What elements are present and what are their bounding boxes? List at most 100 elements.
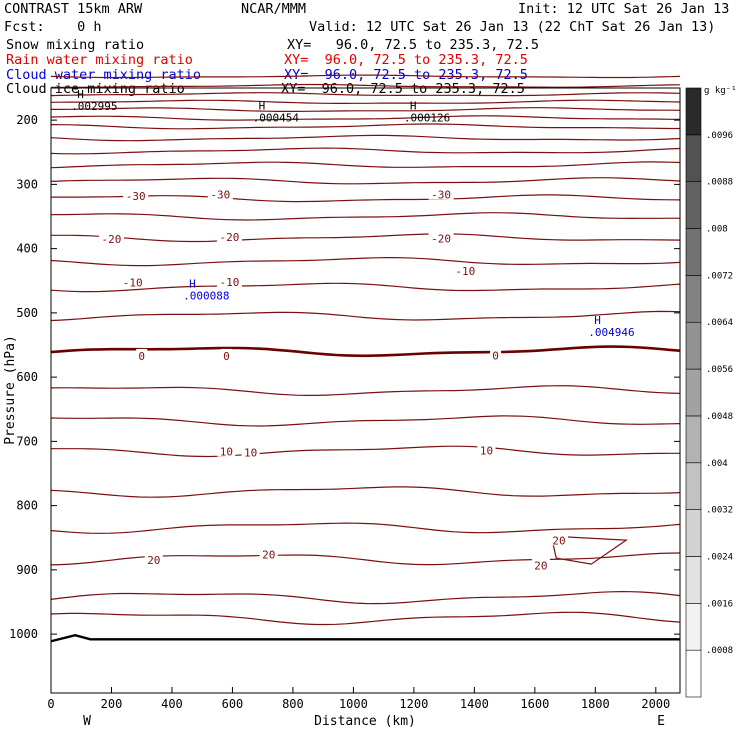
temperature-contour [51, 194, 681, 203]
colorbar-bin [685, 228, 702, 276]
x-tick-label: 0 [47, 697, 54, 711]
contour-label: -10 [455, 265, 475, 278]
x-tick-label: 1400 [460, 697, 489, 711]
field-rain-name: Rain water mixing ratio [6, 52, 193, 68]
temperature-contour [50, 590, 681, 605]
y-axis-label: Pressure (hPa) [3, 335, 18, 445]
colorbar: .0008 .0016 .0024 .0032 .004 .0048 .0056 .0064.… [685, 87, 733, 698]
contour-label-bg [216, 275, 242, 288]
contour-labels: -30 -30 -30 -20 -20 -20 -10 -10 -10 0 0 0 10 10 10 20 20… [98, 187, 569, 572]
y-tick-label: 800 [16, 499, 38, 513]
contour-label-bg [428, 187, 454, 200]
colorbar-tick-label: .008 [706, 225, 728, 235]
temperature-contour [51, 83, 681, 88]
extremum-symbol: H [189, 278, 196, 291]
y-tick-label: 700 [16, 434, 38, 448]
contour-label-bg [136, 348, 148, 361]
contour-label: -20 [219, 231, 239, 244]
colorbar-unit: g kg⁻¹ [704, 86, 737, 96]
colorbar-bin [685, 87, 702, 136]
x-tick-label: 2000 [641, 697, 670, 711]
contour-label-bg [452, 264, 478, 277]
contour-label-bg [241, 445, 260, 458]
colorbar-tick-label: .0056 [706, 365, 733, 375]
temperature-contours [50, 74, 681, 626]
field-cloudice-name: Cloud ice mixing ratio [6, 81, 185, 97]
temperature-contour [50, 611, 681, 626]
colorbar-bin [685, 649, 702, 698]
closed-contour [550, 535, 629, 565]
x-endpoint-west: W [83, 714, 91, 729]
contour-label-bg [490, 348, 502, 361]
contour-label-bg [428, 231, 454, 244]
contour-label: 20 [534, 559, 547, 572]
y-tick-label: 200 [16, 113, 38, 127]
colorbar-bin [685, 321, 702, 370]
temperature-contour [50, 385, 681, 396]
temperature-contour [50, 177, 681, 185]
extremum-value: .000088 [183, 290, 229, 303]
header-init-time: Init: 12 UTC Sat 26 Jan 13 [518, 1, 730, 17]
contour-label-bg [120, 275, 146, 288]
contour-label: 10 [220, 446, 233, 459]
header-valid-time: Valid: 12 UTC Sat 26 Jan 13 (22 ChT Sat … [309, 19, 716, 35]
colorbar-bin [685, 415, 702, 464]
contour-label: 0 [492, 349, 499, 362]
contour-label: 10 [244, 446, 257, 459]
y-tick-label: 500 [16, 306, 38, 320]
temperature-contour [50, 115, 681, 121]
colorbar-tick-label: .0032 [706, 506, 733, 516]
y-tick-label: 300 [16, 177, 38, 191]
x-tick-label: 800 [282, 697, 304, 711]
x-tick-label: 200 [101, 697, 123, 711]
y-tick-label: 600 [16, 370, 38, 384]
temperature-contour [50, 522, 681, 534]
temperature-contour [50, 212, 681, 221]
contour-label-bg [477, 443, 496, 456]
colorbar-tick-label: .0024 [706, 552, 733, 562]
extremum-value: .000126 [404, 112, 450, 125]
temperature-contour [50, 134, 681, 142]
x-tick-label: 1200 [399, 697, 428, 711]
colorbar-tick-label: .0048 [706, 412, 733, 422]
contour-label: 10 [480, 444, 493, 457]
contour-label: -30 [126, 190, 146, 203]
header-institution: NCAR/MMM [241, 1, 307, 17]
x-tick-label: 1800 [581, 697, 610, 711]
contour-label-bg [144, 553, 163, 566]
contour-label: -20 [102, 233, 122, 246]
contour-label: -30 [210, 189, 230, 202]
contour-label-bg [531, 558, 550, 571]
contour-label-bg [220, 348, 232, 361]
colorbar-tick-label: .004 [706, 459, 728, 469]
x-tick-label: 1600 [520, 697, 549, 711]
temperature-contour [51, 107, 681, 112]
temperature-contour [50, 310, 681, 322]
axes: 0 200 400 600 800 1000 1200 1400 1600 1800 2000200… [9, 113, 680, 711]
temperature-contour [50, 92, 681, 97]
colorbar-tick-label: .0016 [706, 599, 733, 609]
freezing-level-contour [50, 345, 681, 358]
temperature-contour [51, 445, 680, 458]
field-snow-name: Snow mixing ratio [6, 37, 145, 53]
colorbar-tick-label: .0088 [706, 178, 733, 188]
contour-label-bg [207, 187, 233, 200]
x-tick-label: 1000 [339, 697, 368, 711]
colorbar-bin [685, 603, 702, 651]
colorbar-bin [685, 181, 702, 229]
contour-label: 20 [147, 554, 160, 567]
colorbar-tick-label: .0072 [706, 271, 733, 281]
colorbar-bin [685, 134, 702, 182]
colorbar-bin [685, 462, 702, 510]
x-tick-label: 400 [161, 697, 183, 711]
contour-label: -30 [431, 189, 451, 202]
temperature-contour [51, 233, 681, 243]
extremum-symbol: H [259, 100, 266, 113]
y-tick-label: 400 [16, 242, 38, 256]
plot-frame [50, 87, 681, 694]
extremum-symbol: H [410, 100, 417, 113]
ground-line [50, 634, 680, 643]
contour-label-bg [259, 547, 278, 560]
